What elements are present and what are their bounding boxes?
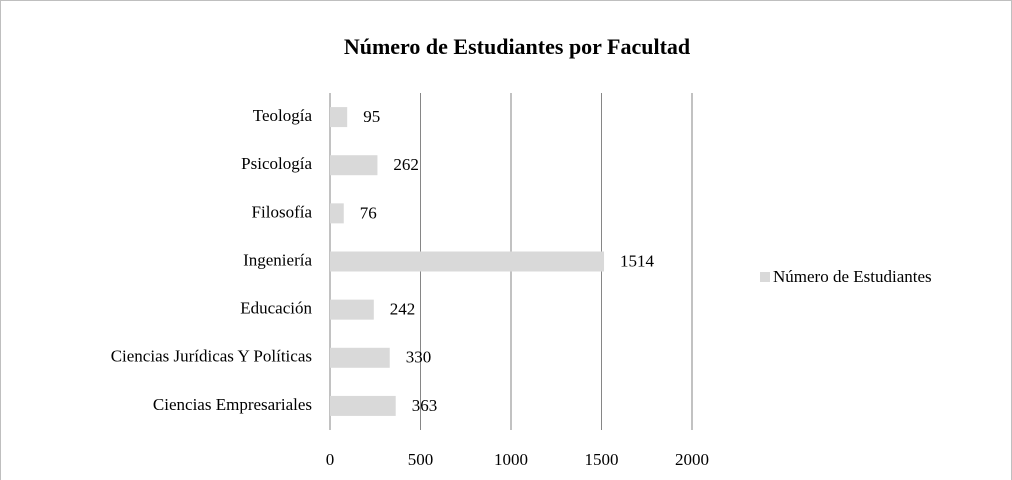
data-label: 1514 (620, 251, 655, 270)
data-label: 262 (393, 155, 419, 174)
bar (330, 155, 378, 176)
bar (330, 347, 390, 368)
data-label: 242 (390, 300, 416, 319)
x-tick-label: 2000 (675, 450, 709, 469)
x-tick-label: 1500 (585, 450, 619, 469)
y-tick-label: Ciencias Empresariales (153, 395, 312, 414)
data-label: 76 (360, 203, 377, 222)
legend-swatch (760, 272, 770, 282)
y-tick-label: Educación (240, 299, 312, 318)
x-tick-label: 1000 (494, 450, 528, 469)
data-label: 95 (363, 107, 380, 126)
bar (330, 251, 605, 272)
y-tick-label: Filosofía (252, 202, 313, 221)
data-label: 330 (406, 348, 432, 367)
y-tick-label: Ingeniería (243, 250, 312, 269)
x-tick-label: 500 (408, 450, 434, 469)
bar (330, 203, 344, 224)
x-tick-label: 0 (326, 450, 335, 469)
y-tick-label: Teología (253, 106, 313, 125)
chart-title: Número de Estudiantes por Facultad (344, 34, 690, 59)
bar (330, 299, 374, 320)
bar (330, 107, 348, 128)
legend-label: Número de Estudiantes (773, 267, 932, 286)
data-label: 363 (412, 396, 438, 415)
y-tick-label: Ciencias Jurídicas Y Políticas (111, 347, 312, 366)
bar (330, 395, 396, 416)
y-tick-label: Psicología (241, 154, 312, 173)
